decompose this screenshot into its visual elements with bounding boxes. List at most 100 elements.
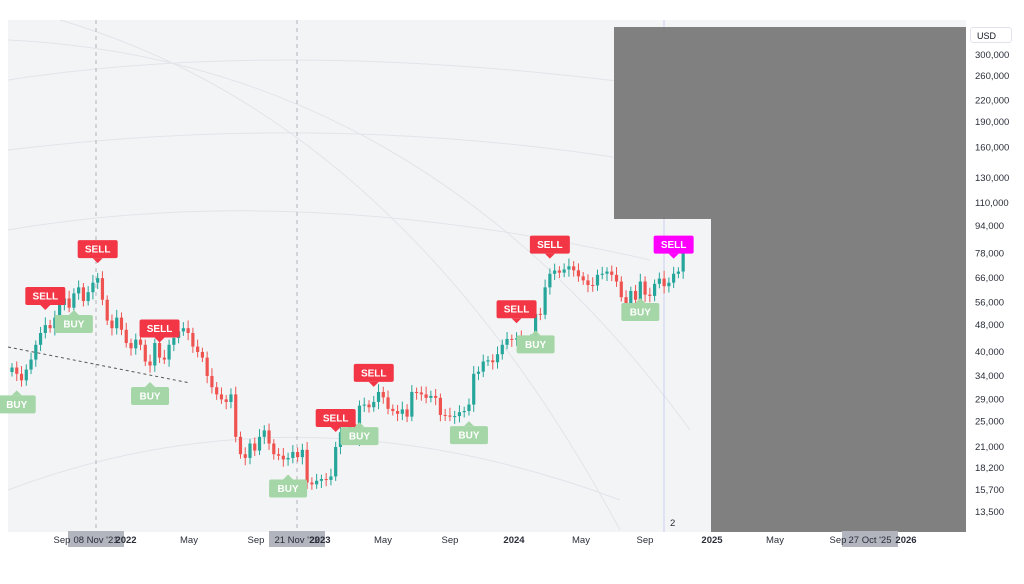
candle	[624, 297, 628, 306]
candle	[391, 408, 395, 412]
x-tick-label: Sep	[442, 535, 459, 546]
y-tick-label: 110,000	[975, 198, 1009, 209]
candle	[481, 361, 485, 372]
signal-box	[0, 395, 36, 414]
y-tick-label: 56,000	[975, 297, 1004, 308]
candle	[305, 449, 309, 483]
x-tick-label: 2023	[309, 535, 330, 546]
date-label: 21 Nov '22	[274, 535, 319, 546]
currency-badge[interactable]: USD	[970, 27, 1012, 43]
candle	[595, 274, 600, 286]
candle	[457, 412, 462, 417]
signal-pointer	[668, 253, 679, 259]
candle	[643, 281, 647, 295]
candle	[219, 394, 224, 400]
y-tick-label: 300,000	[975, 50, 1009, 61]
candle	[614, 274, 619, 282]
candle	[472, 373, 476, 405]
fib-arc-4	[59, 19, 621, 531]
candle	[505, 338, 509, 345]
candle	[143, 344, 147, 362]
candle	[210, 375, 214, 388]
candle	[91, 282, 95, 293]
candle	[543, 287, 547, 315]
sell-signal: SELL	[529, 235, 570, 259]
x-tick-label: May	[572, 535, 590, 546]
candle	[605, 271, 609, 274]
signal-box	[516, 335, 555, 354]
signal-box	[54, 314, 93, 333]
candle	[48, 325, 52, 329]
candle	[172, 337, 176, 345]
candle	[115, 317, 119, 329]
candle	[234, 394, 238, 437]
candle	[77, 287, 81, 294]
candle	[648, 294, 652, 296]
signal-box	[496, 300, 537, 319]
x-tick-label: May	[180, 535, 198, 546]
candle	[415, 391, 419, 393]
candle	[119, 317, 124, 330]
trend-line	[7, 346, 191, 384]
candle	[319, 479, 323, 481]
candle	[400, 409, 404, 414]
candle	[229, 394, 233, 402]
candle	[81, 287, 85, 302]
candle	[672, 273, 676, 283]
candle	[162, 357, 166, 360]
signal-label: BUY	[525, 340, 546, 351]
candle	[638, 281, 642, 300]
candle	[448, 415, 452, 417]
y-tick-label: 13,500	[975, 507, 1004, 518]
signal-label: SELL	[85, 245, 111, 256]
candle	[633, 290, 638, 300]
signal-label: BUY	[6, 400, 27, 411]
candle	[129, 343, 133, 349]
buy-signal: BUY	[621, 298, 660, 322]
date-label: 27 Oct '25	[848, 535, 891, 546]
buy-signal: BUY	[516, 330, 555, 354]
candle	[296, 451, 300, 458]
candle	[591, 284, 595, 286]
signal-pointer	[544, 253, 555, 259]
candle	[105, 299, 109, 321]
y-tick-label: 18,200	[975, 463, 1004, 474]
candle	[19, 373, 24, 381]
buy-signal: BUY	[0, 390, 36, 414]
y-tick-label: 25,000	[975, 416, 1004, 427]
y-tick-label: 29,000	[975, 394, 1004, 405]
sell-signal: SELL	[25, 287, 66, 311]
candle	[215, 387, 219, 395]
candle	[38, 332, 43, 345]
fib-arc-5	[7, 39, 691, 431]
candle	[281, 455, 285, 460]
signal-label: SELL	[33, 292, 59, 303]
signal-box	[315, 408, 356, 427]
candle	[138, 339, 143, 345]
candle	[248, 443, 252, 458]
candle	[572, 266, 576, 271]
date-label-box	[68, 531, 124, 547]
signal-box	[340, 427, 379, 446]
sell-signal: SELL	[653, 235, 694, 259]
candle	[329, 476, 333, 480]
candle	[443, 414, 447, 416]
x-tick-label: Sep	[248, 535, 265, 546]
candle	[510, 338, 514, 340]
candle	[167, 344, 171, 360]
candle	[362, 404, 366, 406]
candle	[257, 436, 262, 451]
signal-label: SELL	[323, 413, 349, 424]
y-tick-label: 130,000	[975, 173, 1009, 184]
candle	[600, 273, 604, 275]
candle	[24, 369, 28, 381]
candle	[58, 305, 62, 318]
y-tick-label: 94,000	[975, 221, 1004, 232]
x-tick-label: 2024	[503, 535, 525, 546]
candle	[405, 409, 409, 417]
sell-signal: SELL	[315, 408, 356, 432]
x-tick-label: 2026	[895, 535, 916, 546]
signal-label: SELL	[537, 240, 563, 251]
